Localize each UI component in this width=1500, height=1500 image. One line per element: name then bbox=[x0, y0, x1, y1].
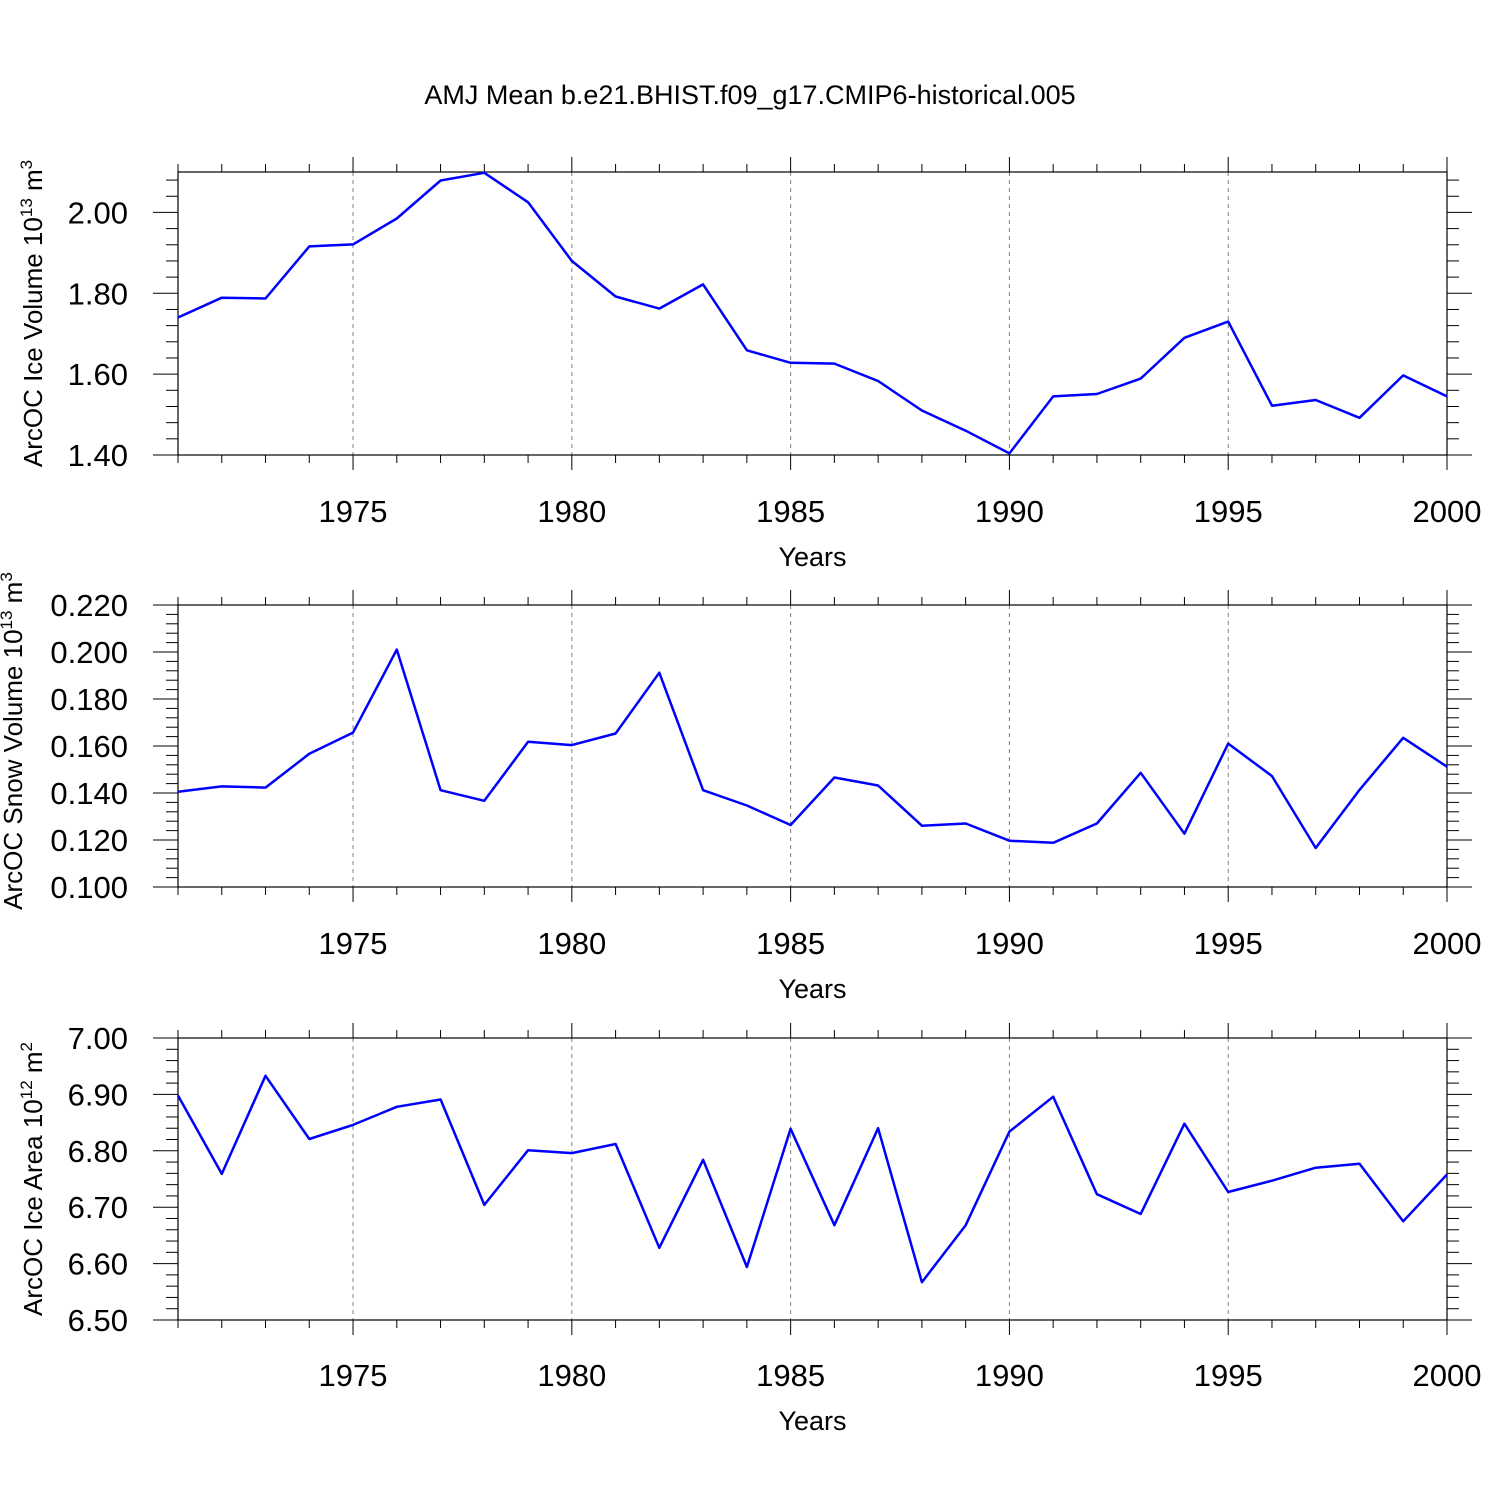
x-axis-label: Years bbox=[778, 542, 846, 572]
y-tick-label: 6.50 bbox=[68, 1303, 128, 1338]
x-tick-label: 1985 bbox=[756, 494, 825, 529]
y-tick-label: 6.80 bbox=[68, 1134, 128, 1169]
y-tick-label: 2.00 bbox=[68, 195, 128, 230]
series-line bbox=[177, 648, 1448, 850]
x-tick-label: 1995 bbox=[1194, 1358, 1263, 1393]
x-tick-label: 1980 bbox=[537, 494, 606, 529]
x-tick-label: 1975 bbox=[319, 1358, 388, 1393]
x-tick-label: 2000 bbox=[1413, 494, 1482, 529]
y-axis-label: ArcOC Ice Area 1012 m2 bbox=[17, 1042, 48, 1316]
x-axis-label: Years bbox=[778, 974, 846, 1004]
x-tick-label: 1980 bbox=[537, 1358, 606, 1393]
chart-panel-1: 1975 1980 1985 1990 1995 2000 1.40 1.60 1.80 2.00… bbox=[17, 157, 1481, 572]
x-tick-label: 1985 bbox=[756, 1358, 825, 1393]
y-tick-label: 0.140 bbox=[50, 776, 128, 811]
x-axis-label: Years bbox=[778, 1406, 846, 1436]
plot-frame bbox=[177, 171, 1448, 456]
series-line bbox=[177, 171, 1448, 455]
x-tick-label: 1990 bbox=[975, 926, 1044, 961]
x-tick-label: 1990 bbox=[975, 494, 1044, 529]
chart-panel-2: 1975 1980 1985 1990 1995 2000 0.100 0.120 0.140 0… bbox=[0, 572, 1481, 1004]
x-tick-label: 1975 bbox=[319, 926, 388, 961]
chart-panel-3: 1975 1980 1985 1990 1995 2000 6.50 6.60 6.70 6.80… bbox=[17, 1021, 1481, 1436]
x-tick-label: 2000 bbox=[1413, 1358, 1482, 1393]
y-tick-label: 1.40 bbox=[68, 438, 128, 473]
y-axis-label: ArcOC Snow Volume 1013 m3 bbox=[0, 572, 28, 910]
series-line bbox=[176, 1074, 1448, 1284]
plot-frame bbox=[177, 1037, 1448, 1321]
x-tick-label: 1990 bbox=[975, 1358, 1044, 1393]
x-tick-label: 2000 bbox=[1413, 926, 1482, 961]
y-tick-label: 0.100 bbox=[50, 870, 128, 905]
x-tick-label: 1995 bbox=[1194, 494, 1263, 529]
y-tick-label: 1.80 bbox=[68, 276, 128, 311]
y-tick-label: 0.220 bbox=[50, 588, 128, 623]
x-tick-label: 1980 bbox=[537, 926, 606, 961]
y-tick-label: 0.160 bbox=[50, 729, 128, 764]
x-tick-label: 1995 bbox=[1194, 926, 1263, 961]
y-tick-label: 6.70 bbox=[68, 1190, 128, 1225]
y-tick-label: 1.60 bbox=[68, 357, 128, 392]
y-tick-label: 0.200 bbox=[50, 635, 128, 670]
figure-title: AMJ Mean b.e21.BHIST.f09_g17.CMIP6-histo… bbox=[424, 80, 1076, 110]
plot-frame bbox=[177, 604, 1448, 888]
y-axis-label: ArcOC Ice Volume 1013 m3 bbox=[17, 160, 48, 467]
y-tick-label: 6.90 bbox=[68, 1077, 128, 1112]
x-tick-label: 1985 bbox=[756, 926, 825, 961]
y-tick-label: 7.00 bbox=[68, 1021, 128, 1056]
y-tick-label: 0.180 bbox=[50, 682, 128, 717]
x-tick-label: 1975 bbox=[319, 494, 388, 529]
y-tick-label: 6.60 bbox=[68, 1247, 128, 1282]
y-tick-label: 0.120 bbox=[50, 823, 128, 858]
